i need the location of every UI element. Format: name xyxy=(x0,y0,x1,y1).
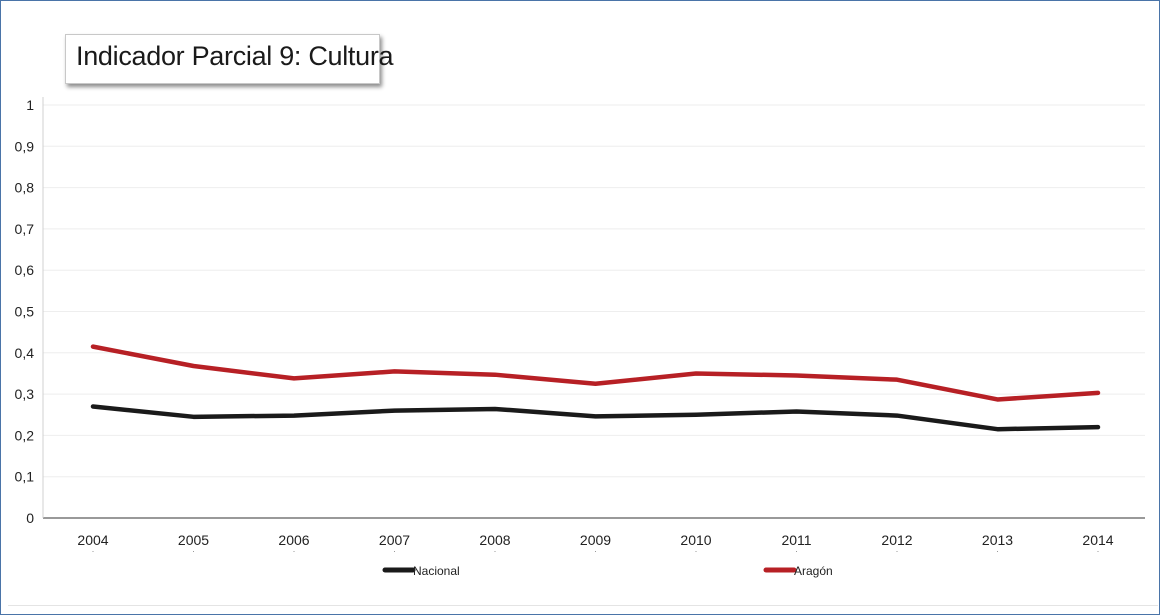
series-line-0 xyxy=(90,404,1101,432)
y-tick-label: 0,7 xyxy=(15,221,35,237)
axes xyxy=(42,97,1145,519)
y-tick-label: 0,1 xyxy=(15,469,35,485)
x-tick-label: 2005 xyxy=(178,532,209,548)
y-tick-label: 0,5 xyxy=(15,304,35,320)
footer-divider xyxy=(8,605,1158,606)
x-tick-label: 2010 xyxy=(680,532,711,548)
legend-label: Aragón xyxy=(794,564,833,578)
chart-title-box: Indicador Parcial 9: Cultura xyxy=(65,34,394,84)
gridlines xyxy=(43,104,1145,478)
x-tick-label: 2007 xyxy=(379,532,410,548)
y-tick-label: 0 xyxy=(26,510,34,526)
x-tick-label: 2014 xyxy=(1082,532,1113,548)
x-tick-label: 2012 xyxy=(881,532,912,548)
y-tick-label: 0,2 xyxy=(15,427,35,443)
legend-label: Nacional xyxy=(413,564,460,578)
y-tick-label: 0,8 xyxy=(15,180,35,196)
x-tick-label: 2013 xyxy=(982,532,1013,548)
x-tick-labels: 2004 2005 2006 2007 2008 2009 2010 2011 2012 2013… xyxy=(77,532,1114,552)
y-tick-label: 0,9 xyxy=(15,138,35,154)
x-tick-label: 2006 xyxy=(278,532,309,548)
series-line-1 xyxy=(90,344,1101,402)
y-tick-label: 1 xyxy=(26,97,34,113)
y-tick-labels: 0 0,1 0,2 0,3 0,4 0,5 0,6 0,7 0,8 0,9 1 xyxy=(15,97,35,526)
series-lines xyxy=(90,344,1101,432)
y-tick-label: 0,3 xyxy=(15,386,35,402)
y-tick-label: 0,4 xyxy=(15,345,35,361)
x-tick-label: 2008 xyxy=(479,532,510,548)
x-tick-label: 2004 xyxy=(77,532,108,548)
y-tick-label: 0,6 xyxy=(15,262,35,278)
x-tick-label: 2011 xyxy=(781,532,811,548)
x-tick-label: 2009 xyxy=(580,532,611,548)
legend: Nacional Aragón xyxy=(382,564,833,578)
chart-title: Indicador Parcial 9: Cultura xyxy=(76,41,394,71)
